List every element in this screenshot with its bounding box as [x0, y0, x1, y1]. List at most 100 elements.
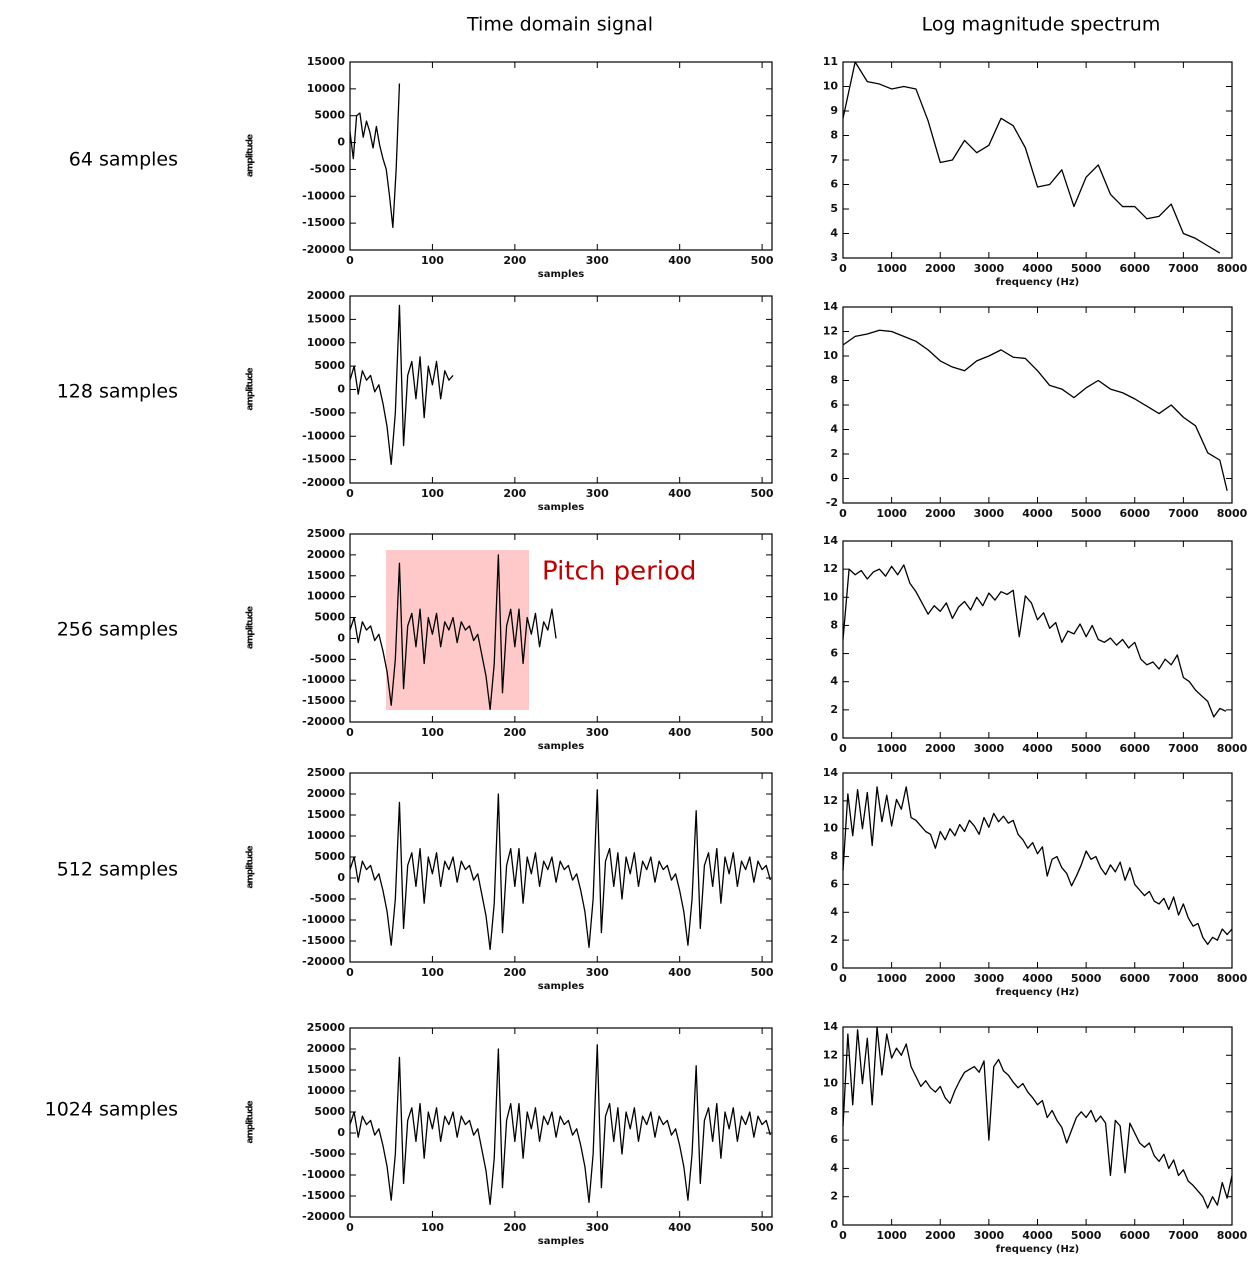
x-tick-label: 1000: [876, 742, 907, 755]
row-label: 256 samples: [57, 619, 178, 641]
x-tick-label: 1000: [876, 507, 907, 520]
y-tick-label: 10000: [307, 82, 346, 95]
y-tick-label: -10000: [302, 189, 345, 202]
x-tick-label: 4000: [1022, 742, 1053, 755]
y-tick-label: 0: [830, 472, 838, 485]
y-tick-label: 5000: [314, 359, 345, 372]
y-tick-label: 3: [830, 251, 838, 264]
y-tick-label: 12: [823, 562, 838, 575]
x-tick-label: 1000: [876, 262, 907, 275]
signal-line: [842, 61, 1221, 254]
y-tick-label: 12: [823, 1048, 838, 1061]
x-tick-label: 2000: [925, 262, 956, 275]
y-tick-label: 6: [830, 398, 838, 411]
y-tick-label: -5000: [310, 652, 346, 665]
y-tick-label: 6: [830, 178, 838, 191]
x-tick-label: 8000: [1217, 262, 1248, 275]
y-tick-label: 4: [830, 1161, 838, 1174]
y-tick-label: 12: [823, 794, 838, 807]
signal-line: [349, 304, 454, 465]
y-tick-label: 14: [823, 1020, 839, 1033]
y-tick-label: 15000: [307, 569, 346, 582]
x-axis-label: samples: [538, 269, 584, 280]
x-tick-label: 4000: [1022, 507, 1053, 520]
y-tick-label: 8: [830, 618, 838, 631]
x-tick-label: 7000: [1168, 742, 1199, 755]
y-tick-label: -2: [826, 496, 838, 509]
x-tick-label: 0: [346, 726, 354, 739]
x-tick-label: 400: [668, 966, 691, 979]
y-axis-label: amplitude: [246, 134, 256, 177]
y-tick-label: 10: [823, 1077, 839, 1090]
y-tick-label: 5: [830, 202, 838, 215]
x-tick-label: 5000: [1071, 262, 1102, 275]
y-tick-label: -10000: [302, 673, 345, 686]
y-tick-label: -5000: [310, 406, 346, 419]
y-tick-label: -10000: [302, 1168, 345, 1181]
y-axis-label: amplitude: [246, 606, 256, 649]
y-tick-label: 0: [337, 383, 345, 396]
x-tick-label: 0: [839, 1229, 847, 1242]
x-axis-label: samples: [538, 741, 584, 752]
x-tick-label: 0: [346, 487, 354, 500]
x-tick-label: 400: [668, 487, 691, 500]
x-tick-label: 400: [668, 726, 691, 739]
y-tick-label: 10: [823, 590, 839, 603]
plot-frame: [349, 1027, 773, 1218]
y-tick-label: 2: [830, 447, 838, 460]
y-tick-label: 2: [830, 933, 838, 946]
x-tick-label: 200: [503, 1221, 526, 1234]
y-tick-label: -20000: [302, 243, 345, 256]
column-title: Log magnitude spectrum: [922, 14, 1161, 36]
y-tick-label: 10: [823, 349, 839, 362]
x-tick-label: 500: [751, 966, 774, 979]
x-tick-label: 1000: [876, 972, 907, 985]
x-tick-label: 8000: [1217, 972, 1248, 985]
x-tick-label: 300: [586, 726, 609, 739]
signal-line: [842, 564, 1227, 718]
signal-line: [349, 1044, 771, 1206]
x-tick-label: 0: [839, 507, 847, 520]
signal-line: [349, 789, 771, 951]
y-tick-label: 10000: [307, 336, 346, 349]
y-tick-label: 2: [830, 1190, 838, 1203]
y-tick-label: -15000: [302, 216, 345, 229]
y-tick-label: 15000: [307, 312, 346, 325]
x-tick-label: 500: [751, 1221, 774, 1234]
y-tick-label: 15000: [307, 1063, 346, 1076]
signal-line: [842, 1026, 1233, 1209]
signal-line: [349, 83, 401, 229]
x-tick-label: 400: [668, 254, 691, 267]
x-tick-label: 6000: [1119, 262, 1150, 275]
x-tick-label: 0: [346, 1221, 354, 1234]
y-tick-label: 7: [830, 153, 838, 166]
y-tick-label: -15000: [302, 453, 345, 466]
y-tick-label: 0: [830, 731, 838, 744]
x-tick-label: 100: [421, 254, 444, 267]
pitch-period-highlight: [386, 550, 529, 710]
x-tick-label: 5000: [1071, 507, 1102, 520]
y-tick-label: 4: [830, 675, 838, 688]
y-tick-label: 5000: [314, 109, 345, 122]
y-tick-label: 10: [823, 822, 839, 835]
row-label: 512 samples: [57, 859, 178, 881]
x-tick-label: 2000: [925, 507, 956, 520]
y-tick-label: 8: [830, 850, 838, 863]
signal-line: [842, 786, 1233, 945]
y-tick-label: 0: [337, 136, 345, 149]
y-tick-label: -15000: [302, 694, 345, 707]
x-tick-label: 8000: [1217, 1229, 1248, 1242]
x-tick-label: 3000: [974, 1229, 1005, 1242]
x-tick-label: 200: [503, 966, 526, 979]
x-axis-label: samples: [538, 502, 584, 513]
x-tick-label: 5000: [1071, 742, 1102, 755]
x-tick-label: 3000: [974, 972, 1005, 985]
x-tick-label: 200: [503, 487, 526, 500]
y-tick-label: 14: [823, 534, 839, 547]
x-axis-label: frequency (Hz): [996, 1244, 1080, 1255]
y-tick-label: 8: [830, 374, 838, 387]
x-tick-label: 300: [586, 254, 609, 267]
y-tick-label: 0: [830, 1218, 838, 1231]
